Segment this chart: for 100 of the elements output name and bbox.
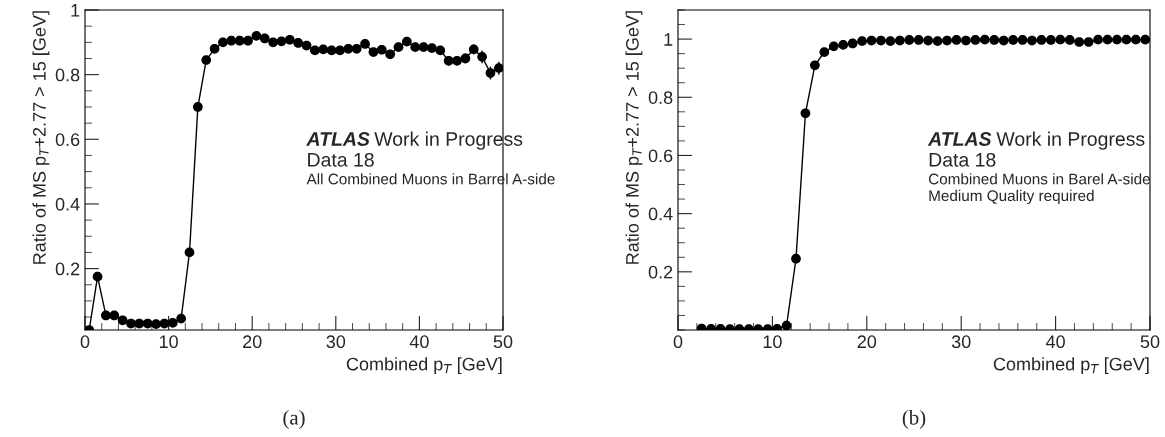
point: [1064, 35, 1075, 45]
point: [1046, 35, 1056, 45]
x-tick-label: 20: [243, 335, 262, 349]
point: [1017, 35, 1028, 45]
point: [184, 247, 195, 258]
y-tick-label: 0.6: [648, 149, 673, 163]
point: [360, 39, 370, 49]
point: [92, 271, 103, 282]
point: [418, 42, 429, 53]
point: [1008, 35, 1018, 45]
point: [932, 36, 943, 46]
point: [259, 33, 270, 44]
y-tick-label: 0.2: [55, 262, 80, 276]
point: [301, 40, 312, 51]
y-tick-label: 0.8: [648, 91, 673, 104]
point: [293, 38, 304, 48]
x-tick-label: 40: [409, 335, 429, 349]
point: [385, 49, 395, 60]
text: (b): [902, 410, 926, 429]
y-tick-label: 1: [664, 33, 673, 46]
point: [117, 315, 128, 326]
point: [970, 35, 981, 45]
point: [201, 55, 212, 65]
point: [427, 43, 437, 53]
y-tick-label: 0.8: [55, 68, 80, 82]
point: [998, 35, 1009, 46]
point: [218, 37, 228, 48]
annotation: Medium Quality required: [929, 189, 1094, 205]
x-tick-label: 20: [857, 335, 877, 349]
point: [819, 47, 830, 58]
y-tick-label: 1: [71, 4, 80, 17]
y-axis-title: Ratio of MS p$_{T}$+2.77 > 15 [GeV]: [625, 11, 643, 264]
x-tick-label: 50: [1140, 335, 1160, 349]
point: [393, 42, 404, 53]
annotation: Data 18: [929, 152, 996, 167]
x-axis-title: Combined p$_{T}$ [GeV]: [993, 357, 1149, 375]
point: [1055, 34, 1066, 45]
point: [226, 35, 237, 46]
y-axis-title: Ratio of MS p$_{T}$+2.77 > 15 [GeV]: [32, 11, 50, 264]
point: [109, 310, 120, 321]
point: [781, 320, 792, 330]
x-tick-label: 10: [763, 335, 782, 349]
point: [243, 35, 253, 46]
point: [894, 35, 905, 46]
point: [402, 36, 412, 47]
point: [989, 35, 1000, 45]
point: [167, 318, 178, 328]
point: [791, 253, 801, 264]
y-tick-label: 0.4: [648, 207, 673, 221]
point: [1121, 34, 1132, 45]
point: [951, 35, 962, 45]
y-tick-label: 0.6: [55, 133, 80, 147]
point: [276, 36, 287, 47]
x-tick-label: 0: [80, 335, 90, 349]
x-axis-title: Combined p$_{T}$ [GeV]: [346, 357, 502, 375]
point: [410, 42, 421, 53]
point: [368, 47, 379, 57]
point: [810, 60, 820, 71]
point: [838, 40, 849, 50]
point: [923, 35, 934, 46]
point: [126, 318, 136, 329]
point: [1130, 34, 1141, 45]
point: [885, 36, 896, 46]
text: (a): [283, 410, 305, 429]
x-tick-label: 30: [951, 335, 971, 349]
annotation: ATLAS Work in Progress: [927, 131, 1145, 150]
point: [376, 44, 387, 55]
point: [251, 31, 262, 41]
point: [800, 108, 811, 119]
x-tick-label: 10: [159, 335, 178, 349]
point: [343, 43, 354, 54]
point: [913, 35, 924, 45]
x-tick-label: 30: [326, 335, 346, 349]
point: [1140, 34, 1150, 45]
point: [193, 102, 203, 112]
point: [1112, 34, 1122, 45]
y-tick-label: 0.4: [55, 197, 80, 211]
point: [209, 43, 220, 54]
point: [866, 35, 877, 46]
point: [904, 35, 915, 45]
point: [1093, 34, 1103, 45]
point: [961, 35, 971, 46]
x-tick-label: 40: [1045, 335, 1065, 349]
point: [335, 45, 345, 56]
point: [284, 34, 295, 45]
x-tick-label: 0: [673, 335, 683, 349]
annotation: Data 18: [308, 152, 374, 167]
point: [318, 44, 329, 55]
point: [101, 310, 111, 321]
point: [1083, 37, 1094, 47]
point: [435, 45, 446, 56]
point: [1036, 35, 1047, 45]
point: [1027, 35, 1037, 46]
point: [979, 34, 990, 45]
point: [351, 43, 362, 54]
point: [876, 35, 886, 46]
x-tick-label: 50: [493, 335, 513, 349]
y-tick-label: 0.2: [648, 265, 673, 279]
point: [1102, 34, 1113, 45]
point: [268, 37, 278, 48]
